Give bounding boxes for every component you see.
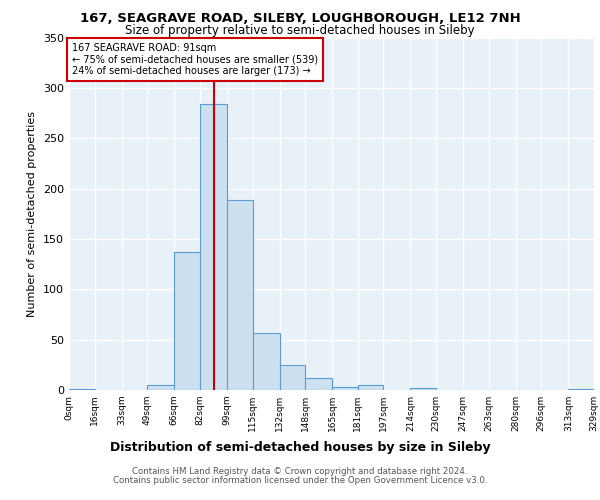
Bar — [200, 104, 227, 390]
Bar — [69, 389, 95, 390]
Text: Distribution of semi-detached houses by size in Sileby: Distribution of semi-detached houses by … — [110, 441, 490, 454]
Bar — [175, 252, 200, 390]
Bar — [253, 332, 280, 390]
Bar — [280, 365, 305, 390]
Bar — [410, 388, 436, 390]
Bar — [358, 385, 383, 390]
Text: Contains public sector information licensed under the Open Government Licence v3: Contains public sector information licen… — [113, 476, 487, 485]
Bar — [568, 389, 594, 390]
Text: Size of property relative to semi-detached houses in Sileby: Size of property relative to semi-detach… — [125, 24, 475, 37]
Bar — [305, 378, 332, 390]
Bar — [147, 385, 175, 390]
Text: 167 SEAGRAVE ROAD: 91sqm
← 75% of semi-detached houses are smaller (539)
24% of : 167 SEAGRAVE ROAD: 91sqm ← 75% of semi-d… — [72, 42, 319, 76]
Y-axis label: Number of semi-detached properties: Number of semi-detached properties — [28, 111, 37, 317]
Text: 167, SEAGRAVE ROAD, SILEBY, LOUGHBOROUGH, LE12 7NH: 167, SEAGRAVE ROAD, SILEBY, LOUGHBOROUGH… — [80, 12, 520, 26]
Bar — [227, 200, 253, 390]
Bar — [332, 387, 358, 390]
Text: Contains HM Land Registry data © Crown copyright and database right 2024.: Contains HM Land Registry data © Crown c… — [132, 467, 468, 476]
